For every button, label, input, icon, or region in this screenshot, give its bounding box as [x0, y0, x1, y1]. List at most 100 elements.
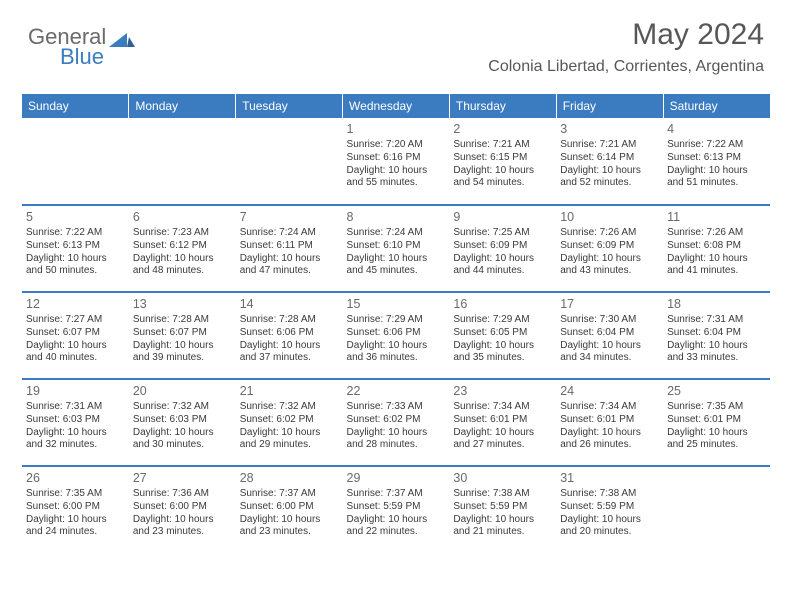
day-number: 10	[560, 209, 659, 225]
sunset-line: Sunset: 6:01 PM	[560, 414, 659, 427]
calendar-day-cell: 24Sunrise: 7:34 AMSunset: 6:01 PMDayligh…	[556, 379, 663, 466]
weekday-header: Friday	[556, 94, 663, 118]
sunset-line: Sunset: 5:59 PM	[347, 501, 446, 514]
title-block: May 2024 Colonia Libertad, Corrientes, A…	[488, 18, 764, 76]
day-number: 13	[133, 296, 232, 312]
day-number: 3	[560, 121, 659, 137]
sunrise-line: Sunrise: 7:23 AM	[133, 227, 232, 240]
day-number: 7	[240, 209, 339, 225]
calendar-day-cell: 18Sunrise: 7:31 AMSunset: 6:04 PMDayligh…	[663, 292, 770, 379]
sunset-line: Sunset: 5:59 PM	[560, 501, 659, 514]
sunset-line: Sunset: 6:01 PM	[667, 414, 766, 427]
calendar-day-cell: 3Sunrise: 7:21 AMSunset: 6:14 PMDaylight…	[556, 118, 663, 205]
sunrise-line: Sunrise: 7:27 AM	[26, 314, 125, 327]
day-number: 5	[26, 209, 125, 225]
sunset-line: Sunset: 6:01 PM	[453, 414, 552, 427]
sunset-line: Sunset: 6:03 PM	[133, 414, 232, 427]
daylight-line: Daylight: 10 hours and 30 minutes.	[133, 427, 232, 453]
sunrise-line: Sunrise: 7:26 AM	[667, 227, 766, 240]
sunrise-line: Sunrise: 7:37 AM	[347, 488, 446, 501]
day-number: 12	[26, 296, 125, 312]
daylight-line: Daylight: 10 hours and 20 minutes.	[560, 514, 659, 540]
day-number: 20	[133, 383, 232, 399]
sunrise-line: Sunrise: 7:21 AM	[560, 139, 659, 152]
calendar-day-cell: 6Sunrise: 7:23 AMSunset: 6:12 PMDaylight…	[129, 205, 236, 292]
sunrise-line: Sunrise: 7:28 AM	[133, 314, 232, 327]
calendar-day-cell: 9Sunrise: 7:25 AMSunset: 6:09 PMDaylight…	[449, 205, 556, 292]
calendar-day-cell: 29 Sunrise: 7:37 AMSunset: 5:59 PMDayligh…	[343, 466, 450, 553]
daylight-line: Daylight: 10 hours and 34 minutes.	[560, 340, 659, 366]
daylight-line: Daylight: 10 hours and 54 minutes.	[453, 165, 552, 191]
calendar-day-cell: 10Sunrise: 7:26 AMSunset: 6:09 PMDayligh…	[556, 205, 663, 292]
weekday-header: Monday	[129, 94, 236, 118]
calendar-day-cell: 8Sunrise: 7:24 AMSunset: 6:10 PMDaylight…	[343, 205, 450, 292]
calendar-day-cell: 25Sunrise: 7:35 AMSunset: 6:01 PMDayligh…	[663, 379, 770, 466]
sunset-line: Sunset: 6:07 PM	[133, 327, 232, 340]
calendar-day-cell: 5Sunrise: 7:22 AMSunset: 6:13 PMDaylight…	[22, 205, 129, 292]
day-number: 15	[347, 296, 446, 312]
sunset-line: Sunset: 6:02 PM	[240, 414, 339, 427]
sunrise-line: Sunrise: 7:31 AM	[26, 401, 125, 414]
calendar-day-cell: 1Sunrise: 7:20 AMSunset: 6:16 PMDaylight…	[343, 118, 450, 205]
calendar-day-cell: 12Sunrise: 7:27 AMSunset: 6:07 PMDayligh…	[22, 292, 129, 379]
calendar-day-cell: 4Sunrise: 7:22 AMSunset: 6:13 PMDaylight…	[663, 118, 770, 205]
daylight-line: Daylight: 10 hours and 21 minutes.	[453, 514, 552, 540]
calendar-header-row: SundayMondayTuesdayWednesdayThursdayFrid…	[22, 94, 770, 118]
calendar-day-cell: 26Sunrise: 7:35 AMSunset: 6:00 PMDayligh…	[22, 466, 129, 553]
weekday-header: Tuesday	[236, 94, 343, 118]
calendar-day-cell: 15Sunrise: 7:29 AMSunset: 6:06 PMDayligh…	[343, 292, 450, 379]
sunset-line: Sunset: 6:15 PM	[453, 152, 552, 165]
sunset-line: Sunset: 6:02 PM	[347, 414, 446, 427]
sunrise-line: Sunrise: 7:24 AM	[240, 227, 339, 240]
sunrise-line: Sunrise: 7:21 AM	[453, 139, 552, 152]
sunset-line: Sunset: 6:04 PM	[667, 327, 766, 340]
calendar-day-cell: 16Sunrise: 7:29 AMSunset: 6:05 PMDayligh…	[449, 292, 556, 379]
sunset-line: Sunset: 6:12 PM	[133, 240, 232, 253]
daylight-line: Daylight: 10 hours and 50 minutes.	[26, 253, 125, 279]
sunrise-line: Sunrise: 7:38 AM	[560, 488, 659, 501]
sunset-line: Sunset: 5:59 PM	[453, 501, 552, 514]
logo: GeneralBlue	[28, 18, 135, 70]
calendar-day-cell: 11Sunrise: 7:26 AMSunset: 6:08 PMDayligh…	[663, 205, 770, 292]
sunrise-line: Sunrise: 7:29 AM	[453, 314, 552, 327]
sunrise-line: Sunrise: 7:32 AM	[240, 401, 339, 414]
daylight-line: Daylight: 10 hours and 32 minutes.	[26, 427, 125, 453]
day-number: 16	[453, 296, 552, 312]
sunset-line: Sunset: 6:16 PM	[347, 152, 446, 165]
daylight-line: Daylight: 10 hours and 41 minutes.	[667, 253, 766, 279]
logo-triangle-icon	[109, 32, 135, 50]
daylight-line: Daylight: 10 hours and 43 minutes.	[560, 253, 659, 279]
day-number: 19	[26, 383, 125, 399]
sunset-line: Sunset: 6:13 PM	[26, 240, 125, 253]
calendar-day-cell: 27Sunrise: 7:36 AMSunset: 6:00 PMDayligh…	[129, 466, 236, 553]
day-number: 27	[133, 470, 232, 486]
calendar-day-cell: 13 Sunrise: 7:28 AMSunset: 6:07 PMDayligh…	[129, 292, 236, 379]
sunset-line: Sunset: 6:00 PM	[240, 501, 339, 514]
day-number: 24	[560, 383, 659, 399]
sunrise-line: Sunrise: 7:20 AM	[347, 139, 446, 152]
sunset-line: Sunset: 6:06 PM	[347, 327, 446, 340]
calendar-day-cell	[22, 118, 129, 205]
sunrise-line: Sunrise: 7:28 AM	[240, 314, 339, 327]
sunrise-line: Sunrise: 7:38 AM	[453, 488, 552, 501]
calendar-day-cell: 19 Sunrise: 7:31 AMSunset: 6:03 PMDayligh…	[22, 379, 129, 466]
daylight-line: Daylight: 10 hours and 39 minutes.	[133, 340, 232, 366]
weekday-header: Wednesday	[343, 94, 450, 118]
weekday-header: Sunday	[22, 94, 129, 118]
daylight-line: Daylight: 10 hours and 29 minutes.	[240, 427, 339, 453]
daylight-line: Daylight: 10 hours and 36 minutes.	[347, 340, 446, 366]
sunrise-line: Sunrise: 7:22 AM	[667, 139, 766, 152]
daylight-line: Daylight: 10 hours and 22 minutes.	[347, 514, 446, 540]
day-number: 4	[667, 121, 766, 137]
day-number: 29	[347, 470, 446, 486]
sunset-line: Sunset: 6:14 PM	[560, 152, 659, 165]
sunrise-line: Sunrise: 7:30 AM	[560, 314, 659, 327]
location-text: Colonia Libertad, Corrientes, Argentina	[488, 58, 764, 76]
calendar-day-cell: 2Sunrise: 7:21 AMSunset: 6:15 PMDaylight…	[449, 118, 556, 205]
calendar-day-cell	[129, 118, 236, 205]
sunset-line: Sunset: 6:03 PM	[26, 414, 125, 427]
daylight-line: Daylight: 10 hours and 24 minutes.	[26, 514, 125, 540]
sunrise-line: Sunrise: 7:31 AM	[667, 314, 766, 327]
daylight-line: Daylight: 10 hours and 51 minutes.	[667, 165, 766, 191]
daylight-line: Daylight: 10 hours and 35 minutes.	[453, 340, 552, 366]
